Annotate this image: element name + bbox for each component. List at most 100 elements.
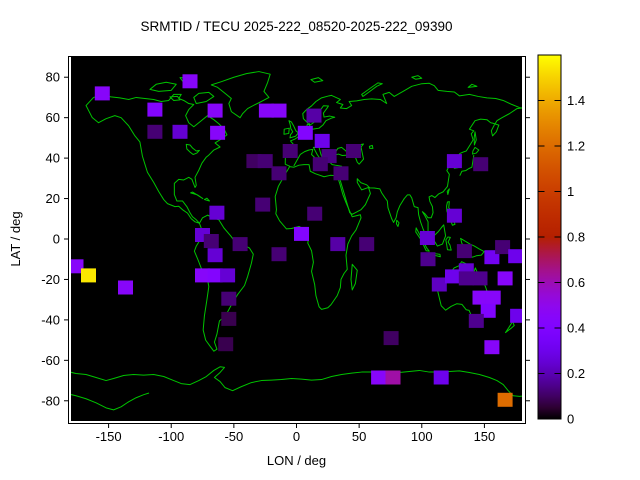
heat-cell bbox=[472, 290, 488, 305]
colorbar-tick-label: 0.6 bbox=[567, 275, 585, 290]
heatmap-cells bbox=[71, 74, 522, 407]
heat-cell bbox=[456, 244, 472, 259]
heat-cell bbox=[271, 103, 287, 118]
heat-cell bbox=[271, 247, 287, 262]
colorbar-tick-label: 0.2 bbox=[567, 366, 585, 381]
x-tick-label: -50 bbox=[224, 429, 243, 444]
x-tick-label: 50 bbox=[352, 429, 366, 444]
heat-cell bbox=[433, 370, 449, 385]
heat-cell bbox=[246, 154, 262, 169]
heat-cell bbox=[258, 103, 274, 118]
heat-cell bbox=[118, 280, 133, 295]
heat-cell bbox=[207, 248, 223, 263]
heat-cell bbox=[282, 144, 298, 158]
heat-cell bbox=[271, 166, 287, 181]
heat-cell bbox=[220, 268, 236, 283]
heat-cell bbox=[446, 208, 462, 223]
heat-cell bbox=[485, 290, 501, 305]
x-tick-label: -150 bbox=[96, 429, 122, 444]
heat-cell bbox=[209, 205, 225, 220]
heat-cell bbox=[371, 370, 387, 385]
x-tick-label: 100 bbox=[411, 429, 433, 444]
heat-cell bbox=[473, 157, 489, 172]
heat-cell bbox=[330, 237, 346, 252]
heat-cell bbox=[314, 133, 330, 148]
colorbar-tick-label: 1 bbox=[567, 184, 574, 199]
y-axis-ticks: -80 -60 -40 -20 0 20 40 60 80 bbox=[41, 70, 530, 408]
y-tick-label: -80 bbox=[41, 393, 60, 408]
heat-cell bbox=[307, 206, 323, 221]
colorbar-tick-label: 1.2 bbox=[567, 139, 585, 154]
heat-cell bbox=[207, 268, 223, 283]
heat-cell bbox=[147, 102, 163, 117]
coastline-asia-south bbox=[340, 108, 522, 236]
heat-cell bbox=[221, 291, 237, 306]
x-tick-label: -100 bbox=[158, 429, 184, 444]
heat-cell bbox=[420, 252, 436, 267]
heat-cell bbox=[297, 125, 313, 140]
heat-cell bbox=[333, 166, 349, 181]
heat-cell bbox=[195, 268, 210, 283]
heat-cell bbox=[508, 249, 522, 264]
heat-cell bbox=[218, 337, 234, 352]
heat-cell bbox=[255, 197, 271, 212]
y-tick-label: -40 bbox=[41, 312, 60, 327]
heat-cell bbox=[94, 86, 110, 101]
heat-cell bbox=[419, 231, 435, 245]
y-tick-label: 80 bbox=[46, 70, 60, 85]
heat-cell bbox=[510, 308, 522, 323]
heat-cell bbox=[458, 271, 474, 286]
heat-cell bbox=[232, 237, 248, 252]
heat-cell bbox=[484, 340, 500, 355]
heat-cell bbox=[359, 237, 375, 252]
chart-title: SRMTID / TECU 2025-222_08520-2025-222_09… bbox=[141, 19, 453, 34]
y-tick-label: 40 bbox=[46, 151, 60, 166]
coastline-antarctica bbox=[67, 367, 526, 410]
colorbar-tick-label: 1.4 bbox=[567, 93, 585, 108]
heat-cell bbox=[257, 154, 273, 169]
heat-cell bbox=[495, 240, 511, 255]
coastline-asia-north bbox=[332, 76, 522, 109]
y-tick-label: 20 bbox=[46, 191, 60, 206]
heat-cell bbox=[468, 313, 484, 328]
heat-cell bbox=[306, 108, 322, 123]
heat-cell bbox=[446, 154, 462, 169]
heat-cell bbox=[383, 331, 399, 346]
colorbar-tick-label: 0.4 bbox=[567, 321, 585, 336]
heat-cell bbox=[172, 124, 188, 139]
y-tick-label: 60 bbox=[46, 110, 60, 125]
coastline-south-america bbox=[194, 215, 253, 351]
heat-cell bbox=[472, 271, 488, 286]
heat-cell bbox=[210, 125, 226, 140]
heat-cell bbox=[203, 234, 219, 248]
coastline-africa bbox=[275, 165, 361, 310]
heat-cell bbox=[431, 277, 447, 292]
colorbar-ticks: 0 0.2 0.4 0.6 0.8 1 1.2 1.4 bbox=[538, 93, 585, 427]
colorbar-tick-label: 0 bbox=[567, 412, 574, 427]
heat-cell bbox=[221, 311, 237, 326]
x-tick-label: 150 bbox=[474, 429, 496, 444]
heat-cell bbox=[312, 157, 328, 172]
x-axis-ticks: -150 -100 -50 0 50 100 150 bbox=[96, 423, 496, 444]
heat-cell bbox=[346, 144, 361, 158]
heat-cell bbox=[182, 74, 198, 89]
heat-cell bbox=[81, 268, 96, 283]
y-tick-label: -20 bbox=[41, 272, 60, 287]
y-axis-label: LAT / deg bbox=[8, 211, 23, 266]
heat-cell bbox=[497, 392, 513, 407]
x-tick-label: 0 bbox=[293, 429, 300, 444]
heat-cell bbox=[385, 370, 401, 385]
heat-cell bbox=[497, 271, 513, 286]
heat-cell bbox=[445, 269, 460, 284]
heat-cell bbox=[207, 103, 223, 118]
x-axis-label: LON / deg bbox=[267, 453, 326, 468]
heat-cell bbox=[147, 124, 163, 139]
heat-cell bbox=[294, 226, 309, 241]
heat-cell bbox=[480, 303, 496, 318]
y-tick-label: 0 bbox=[53, 232, 60, 247]
heat-cell bbox=[71, 259, 84, 274]
y-tick-label: -60 bbox=[41, 353, 60, 368]
colorbar-tick-label: 0.8 bbox=[567, 230, 585, 245]
